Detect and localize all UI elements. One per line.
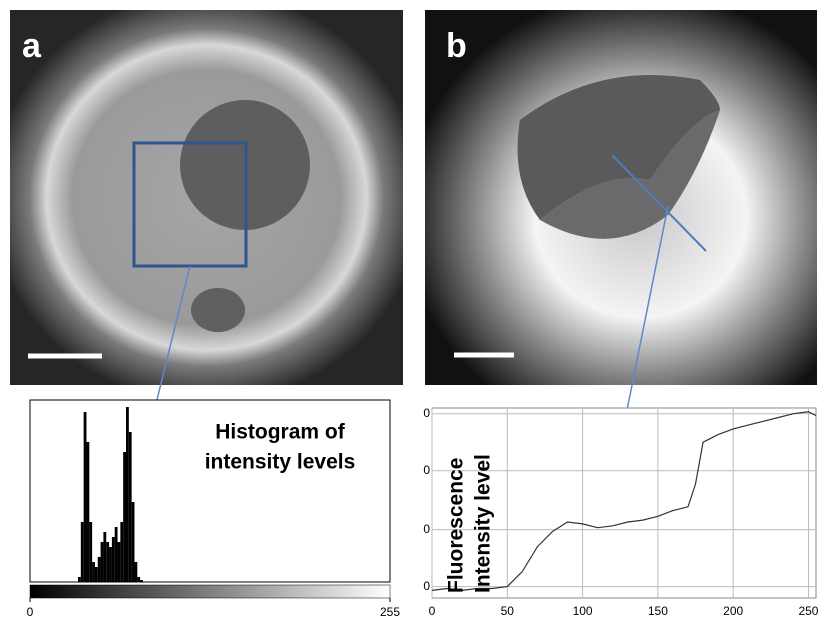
histogram-bar [97, 557, 101, 582]
y-tick-label: 0 [423, 522, 430, 536]
profile-line [431, 411, 817, 592]
panel-label: a [22, 27, 42, 65]
x-tick-label: 250 [798, 604, 818, 618]
histogram-bar [131, 502, 135, 582]
histogram-bar [83, 412, 87, 582]
histogram-bar [126, 407, 129, 582]
annotation: intensity levels [205, 451, 356, 474]
histogram-bar [120, 522, 124, 582]
histogram-bar [106, 542, 110, 582]
histogram-bar [78, 577, 81, 582]
x-tick-label: 150 [648, 604, 668, 618]
y-tick-label: 0 [423, 463, 430, 477]
histogram-bar [86, 442, 90, 582]
x-tick-label: 200 [723, 604, 743, 618]
annotation: Intensity level [472, 454, 495, 593]
gray-scale-bar [29, 584, 391, 599]
histogram-bar [111, 537, 115, 582]
histogram-bar [109, 547, 112, 582]
histogram-bar [114, 527, 118, 582]
annotation: Fluorescence [445, 458, 468, 593]
histogram-bar [134, 562, 138, 582]
histogram-bar [117, 542, 121, 582]
histogram-bar [103, 532, 107, 582]
micrograph-a [10, 10, 403, 421]
x-tick-label: 50 [501, 604, 515, 618]
x-tick-label: 255 [380, 605, 400, 619]
histogram-bar [100, 542, 104, 582]
histogram-bar [137, 577, 141, 582]
histogram-bar [123, 452, 126, 582]
histogram-bar [94, 567, 98, 582]
x-tick-label: 0 [429, 604, 436, 618]
x-tick-label: 0 [27, 605, 34, 619]
histogram-bar [92, 562, 95, 582]
histogram-bar [128, 432, 132, 582]
histogram-bar [140, 580, 143, 582]
panel-label: b [446, 27, 467, 65]
micrograph-b [425, 10, 817, 421]
histogram-bar [89, 522, 93, 582]
y-tick-label: 0 [423, 406, 430, 420]
profile-frame [431, 407, 817, 599]
annotation: Histogram of [215, 421, 346, 444]
x-tick-label: 100 [573, 604, 593, 618]
y-tick-label: 0 [423, 579, 430, 593]
histogram-bar [80, 522, 84, 582]
